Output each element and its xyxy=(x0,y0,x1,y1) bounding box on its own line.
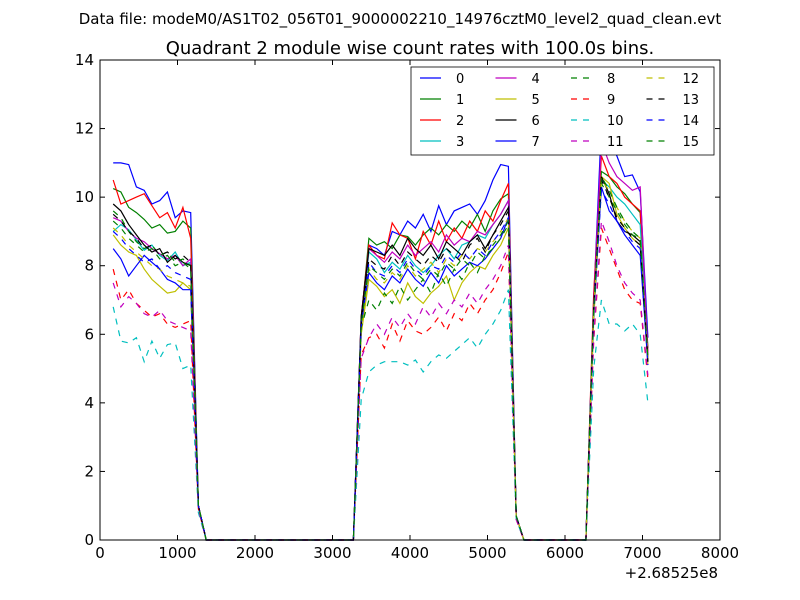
series-line-15 xyxy=(112,174,649,541)
x-tick-label: 7000 xyxy=(623,544,661,562)
y-tick-label: 6 xyxy=(84,325,94,343)
y-tick-label: 2 xyxy=(84,462,94,480)
chart-title: Quadrant 2 module wise count rates with … xyxy=(166,38,655,59)
legend-label-8: 8 xyxy=(607,72,615,87)
legend-label-6: 6 xyxy=(532,114,540,129)
legend-label-0: 0 xyxy=(456,72,464,87)
legend-label-15: 15 xyxy=(683,135,700,150)
legend-label-4: 4 xyxy=(532,72,540,87)
x-offset-label: +2.68525e8 xyxy=(625,564,718,582)
plot-area: 0 1000 2000 3000 4000 5000 6000 7000 80000246810… xyxy=(75,51,739,562)
x-tick-label: 2000 xyxy=(236,544,274,562)
legend-label-3: 3 xyxy=(456,135,464,150)
y-tick-label: 12 xyxy=(75,120,94,138)
legend-label-2: 2 xyxy=(456,114,464,129)
legend-label-14: 14 xyxy=(683,114,700,129)
y-tick-label: 10 xyxy=(75,188,94,206)
series-layer xyxy=(112,122,649,541)
y-tick-label: 4 xyxy=(84,394,94,412)
x-tick-label: 0 xyxy=(95,544,105,562)
x-tick-label: 6000 xyxy=(546,544,584,562)
legend-label-5: 5 xyxy=(532,93,540,108)
x-tick-label: 3000 xyxy=(313,544,351,562)
legend-label-10: 10 xyxy=(607,114,624,129)
series-line-14 xyxy=(112,188,649,541)
x-tick-label: 4000 xyxy=(391,544,429,562)
y-tick-label: 8 xyxy=(84,257,94,275)
legend-box xyxy=(410,66,715,156)
series-line-11 xyxy=(112,220,649,541)
y-tick-label: 0 xyxy=(84,531,94,549)
x-tick-label: 1000 xyxy=(158,544,196,562)
x-tick-label: 5000 xyxy=(468,544,506,562)
legend-label-11: 11 xyxy=(607,135,624,150)
series-line-10 xyxy=(112,289,649,541)
legend-label-12: 12 xyxy=(683,72,700,87)
legend-label-9: 9 xyxy=(607,93,615,108)
y-tick-label: 14 xyxy=(75,51,94,69)
series-line-8 xyxy=(112,181,649,541)
legend-label-1: 1 xyxy=(456,93,464,108)
ticks-layer: 0 1000 2000 3000 4000 5000 6000 7000 80000246810… xyxy=(75,51,739,562)
legend-label-13: 13 xyxy=(683,93,700,108)
x-tick-label: 8000 xyxy=(701,544,739,562)
legend-label-7: 7 xyxy=(532,135,540,150)
figure-suptitle: Data file: modeM0/AS1T02_056T01_90000022… xyxy=(79,10,722,29)
